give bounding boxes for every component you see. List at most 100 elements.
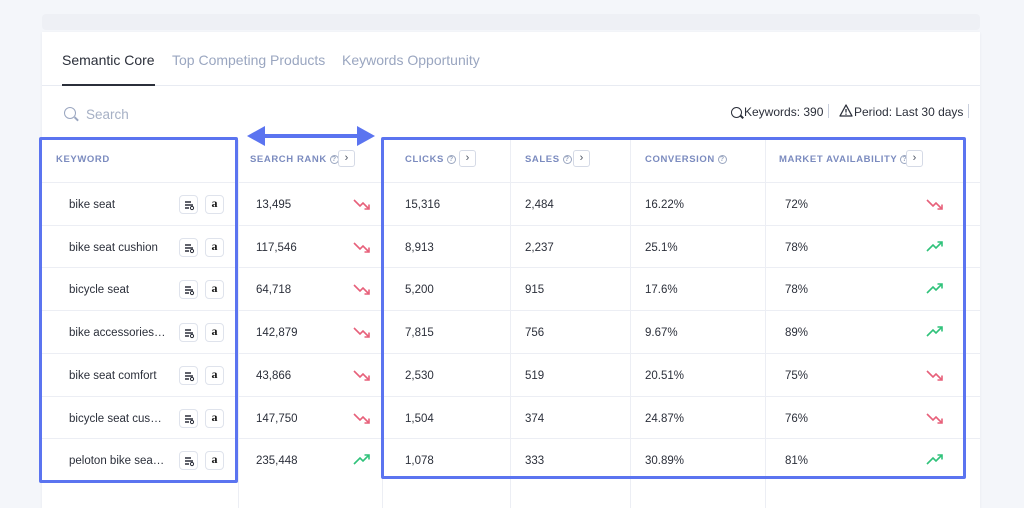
conversion-cell: 9.67%: [645, 327, 678, 339]
row-divider: [42, 396, 980, 397]
conversion-cell: 17.6%: [645, 284, 678, 296]
keyword-tool-icon: [185, 286, 195, 296]
row-divider: [42, 225, 980, 226]
search-rank-cell: 117,546: [256, 242, 297, 254]
amazon-search-button[interactable]: a: [205, 366, 224, 385]
double-arrow-icon: [247, 126, 375, 146]
column-header-label: MARKET AVAILABILITY: [779, 154, 898, 165]
trend-up-icon: [353, 454, 370, 465]
keyword-cell[interactable]: bicycle seat cushion: [69, 413, 167, 425]
help-icon[interactable]: ?: [446, 155, 456, 164]
clicks-cell: 15,316: [405, 199, 441, 211]
trend-down-icon: [353, 413, 370, 424]
magnifier-icon: [731, 107, 742, 118]
keyword-tool-icon: [185, 457, 195, 467]
semantic-core-panel: Semantic Core Top Competing Products Key…: [39, 32, 980, 508]
column-header-sales[interactable]: SALES?: [525, 154, 572, 165]
keyword-research-button[interactable]: [179, 366, 198, 385]
amazon-search-button[interactable]: a: [205, 451, 224, 470]
column-header-search-rank[interactable]: SEARCH RANK?: [250, 154, 339, 165]
column-divider: [238, 140, 239, 508]
column-header-keyword[interactable]: KEYWORD: [56, 154, 110, 165]
column-header-clicks[interactable]: CLICKS?: [405, 154, 456, 165]
period-info: Period: Last 30 days: [854, 105, 963, 119]
sales-cell: 2,484: [525, 199, 554, 211]
keyword-cell[interactable]: bike seat comfort: [69, 370, 157, 382]
row-divider: [42, 182, 980, 183]
meta-divider: [828, 104, 829, 118]
search-rank-cell: 142,879: [256, 327, 298, 339]
column-header-market-availability[interactable]: MARKET AVAILABILITY?: [779, 154, 910, 165]
help-icon[interactable]: ?: [562, 155, 572, 164]
clicks-cell: 1,078: [405, 455, 434, 467]
conversion-cell: 24.87%: [645, 413, 685, 425]
column-header-label: CONVERSION: [645, 154, 715, 165]
row-divider: [42, 310, 980, 311]
clicks-cell: 2,530: [405, 370, 434, 382]
trend-down-icon: [353, 242, 370, 253]
keyword-tool-icon: [185, 244, 195, 254]
market-availability-sort-button[interactable]: ›: [906, 150, 923, 167]
sales-cell: 519: [525, 370, 545, 382]
column-divider: [765, 140, 766, 508]
tab-keywords-opportunity[interactable]: Keywords Opportunity: [342, 52, 480, 68]
market-availability-cell: 81%: [785, 455, 809, 467]
conversion-cell: 20.51%: [645, 370, 685, 382]
search-box: [60, 104, 260, 124]
help-icon[interactable]: ?: [717, 155, 727, 164]
trend-up-icon: [926, 241, 943, 252]
sales-cell: 2,237: [525, 242, 554, 254]
amazon-icon: a: [211, 196, 218, 210]
period-value: Last 30 days: [895, 105, 964, 119]
search-rank-cell: 13,495: [256, 199, 292, 211]
conversion-cell: 16.22%: [645, 199, 685, 211]
column-header-label: SALES: [525, 154, 560, 165]
keyword-research-button[interactable]: [179, 195, 198, 214]
amazon-search-button[interactable]: a: [205, 323, 224, 342]
keyword-cell[interactable]: peloton bike seat ...: [69, 455, 167, 467]
keyword-cell[interactable]: bike seat cushion: [69, 242, 158, 254]
amazon-search-button[interactable]: a: [205, 238, 224, 257]
column-header-label: CLICKS: [405, 154, 444, 165]
keyword-tool-icon: [185, 372, 195, 382]
conversion-cell: 30.89%: [645, 455, 685, 467]
conversion-cell: 25.1%: [645, 242, 678, 254]
trend-down-icon: [926, 199, 943, 210]
column-header-conversion[interactable]: CONVERSION?: [645, 154, 727, 165]
keyword-research-button[interactable]: [179, 451, 198, 470]
sales-sort-button[interactable]: ›: [573, 150, 590, 167]
trend-down-icon: [353, 199, 370, 210]
market-availability-cell: 75%: [785, 370, 809, 382]
amazon-search-button[interactable]: a: [205, 195, 224, 214]
row-divider: [42, 438, 980, 439]
amazon-icon: a: [211, 452, 218, 466]
market-availability-cell: 76%: [785, 413, 809, 425]
search-input[interactable]: [86, 104, 256, 124]
keyword-research-button[interactable]: [179, 323, 198, 342]
row-divider: [42, 267, 980, 268]
search-rank-sort-button[interactable]: ›: [338, 150, 355, 167]
trend-down-icon: [926, 370, 943, 381]
trend-up-icon: [926, 326, 943, 337]
sales-cell: 333: [525, 455, 545, 467]
keyword-cell[interactable]: bicycle seat: [69, 284, 130, 296]
keyword-research-button[interactable]: [179, 409, 198, 428]
trend-up-icon: [926, 454, 943, 465]
tab-semantic-core[interactable]: Semantic Core: [62, 52, 155, 86]
keyword-cell[interactable]: bike accessories f...: [69, 327, 167, 339]
keyword-tool-icon: [185, 201, 195, 211]
sales-cell: 915: [525, 284, 545, 296]
highlight-metrics-columns: [381, 137, 966, 479]
sales-cell: 756: [525, 327, 545, 339]
keyword-cell[interactable]: bike seat: [69, 199, 116, 211]
amazon-search-button[interactable]: a: [205, 409, 224, 428]
clicks-cell: 7,815: [405, 327, 434, 339]
amazon-search-button[interactable]: a: [205, 280, 224, 299]
warning-icon: [839, 104, 853, 117]
keyword-research-button[interactable]: [179, 280, 198, 299]
keyword-research-button[interactable]: [179, 238, 198, 257]
row-divider: [42, 353, 980, 354]
period-label: Period:: [854, 105, 893, 119]
clicks-sort-button[interactable]: ›: [459, 150, 476, 167]
tab-top-competing-products[interactable]: Top Competing Products: [172, 52, 326, 68]
